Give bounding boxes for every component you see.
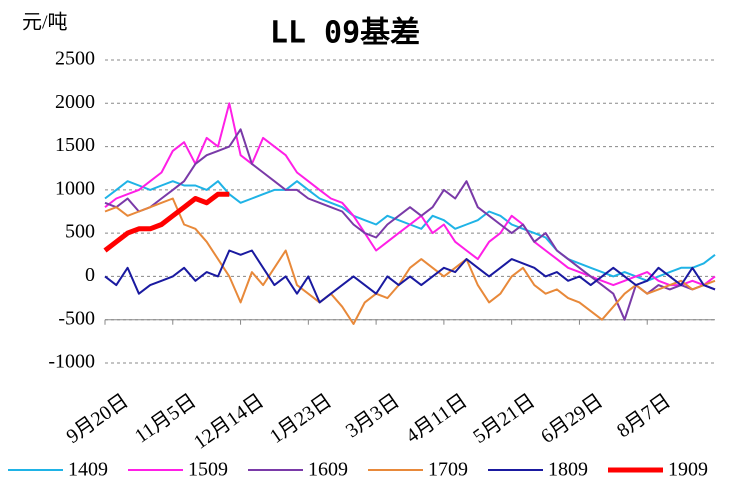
x-tick-label: 1月23日 xyxy=(266,390,336,448)
legend-label: 1809 xyxy=(548,459,588,481)
legend-label: 1709 xyxy=(428,459,468,481)
x-tick-label: 5月21日 xyxy=(469,390,539,448)
y-tick-label: 500 xyxy=(65,221,95,243)
y-tick-label: 0 xyxy=(85,264,95,286)
y-tick-label: 1500 xyxy=(55,134,95,156)
y-tick-label: -500 xyxy=(58,307,95,329)
series-line xyxy=(104,249,716,304)
y-axis-label: 元/吨 xyxy=(22,11,68,34)
chart-title: LL 09基差 xyxy=(270,16,420,51)
y-tick-label: -1000 xyxy=(48,351,95,373)
x-tick-label: 12月14日 xyxy=(190,390,268,454)
series-line xyxy=(104,102,716,287)
x-tick-label: 6月29日 xyxy=(537,390,607,448)
legend-label: 1409 xyxy=(68,459,108,481)
x-tick-label: 11月5日 xyxy=(131,390,200,448)
series-line xyxy=(104,128,716,321)
x-tick-label: 8月7日 xyxy=(613,390,675,442)
legend-label: 1509 xyxy=(188,459,228,481)
x-tick-label: 4月11日 xyxy=(402,390,471,448)
series-line xyxy=(104,197,716,325)
y-tick-label: 2000 xyxy=(55,91,95,113)
y-tick-label: 2500 xyxy=(55,48,95,70)
y-tick-label: 1000 xyxy=(55,177,95,199)
series-line xyxy=(103,191,230,253)
legend-label: 1609 xyxy=(308,459,348,481)
x-tick-label: 3月3日 xyxy=(342,390,404,442)
legend-label: 1909 xyxy=(668,459,708,481)
x-tick-label: 9月20日 xyxy=(63,390,133,448)
